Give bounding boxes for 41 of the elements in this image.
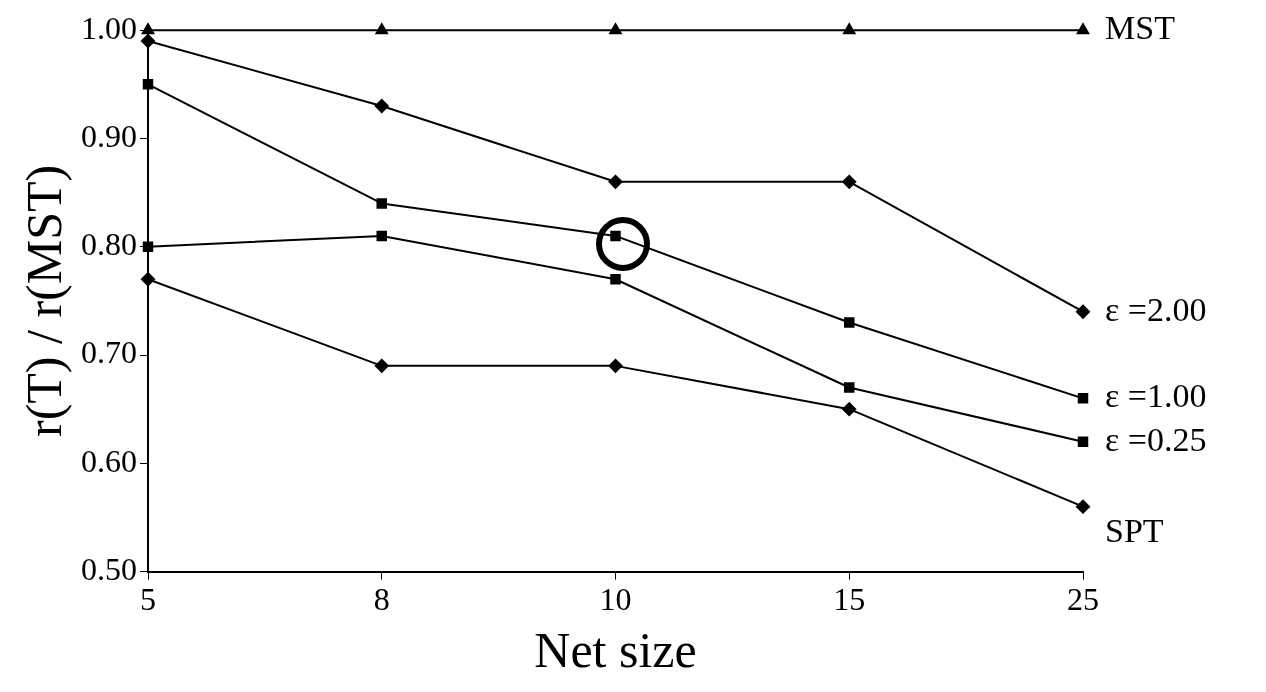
x-axis-title: Net size <box>534 622 697 679</box>
point <box>376 198 387 209</box>
point <box>1077 436 1089 447</box>
y-tick-label: 0.70 <box>81 334 137 371</box>
point <box>608 358 623 373</box>
point <box>609 23 622 35</box>
x-tick-label: 8 <box>373 581 390 618</box>
point <box>374 358 389 373</box>
y-axis-title: r(T) / r(MST) <box>16 164 73 437</box>
point <box>610 274 621 285</box>
point <box>843 23 856 35</box>
x-tick-label: 5 <box>140 581 156 618</box>
point <box>842 174 857 189</box>
y-tick-label: 0.60 <box>81 442 137 479</box>
series-label: ε =1.00 <box>1105 377 1207 415</box>
point <box>141 272 155 287</box>
point <box>141 34 155 49</box>
series-label: SPT <box>1105 511 1164 549</box>
series-label: ε =0.25 <box>1105 420 1207 458</box>
point <box>376 230 387 242</box>
point <box>1076 499 1090 514</box>
point <box>1076 23 1090 35</box>
y-tick-label: 0.50 <box>81 551 137 588</box>
point <box>374 99 389 113</box>
point <box>1077 393 1089 404</box>
point <box>608 174 623 189</box>
x-tick-label: 25 <box>1067 581 1099 618</box>
point <box>842 402 857 417</box>
y-tick-label: 0.80 <box>81 226 137 263</box>
y-tick-label: 1.00 <box>81 9 137 46</box>
point <box>375 23 388 35</box>
point <box>142 79 154 90</box>
point <box>610 230 621 242</box>
point <box>1076 304 1090 319</box>
x-tick-label: 10 <box>599 581 632 618</box>
point <box>844 382 855 393</box>
series-label: MST <box>1105 9 1176 47</box>
y-tick-label: 0.90 <box>81 117 137 154</box>
series-label: ε =2.00 <box>1105 290 1207 328</box>
x-tick-label: 15 <box>833 581 866 618</box>
point <box>844 317 855 328</box>
